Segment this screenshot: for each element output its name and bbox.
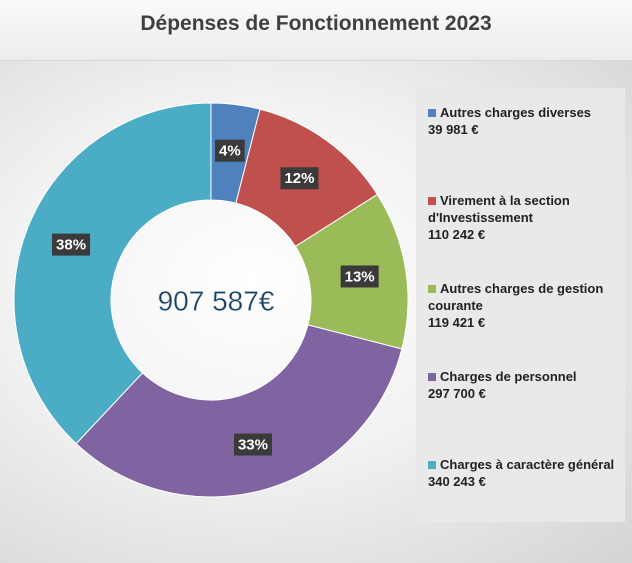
legend-entry: Autres charges diverses 39 981 €	[428, 104, 618, 138]
data-label-box	[215, 139, 245, 162]
legend-entry: Autres charges de gestion courante 119 42…	[428, 280, 618, 331]
legend-name: Autres charges de gestion courante	[428, 281, 604, 313]
legend-swatch	[428, 285, 436, 293]
legend-name: Charges à caractère général	[440, 457, 615, 472]
legend-amount: 110 242 €	[428, 227, 486, 242]
data-label-text: 38%	[56, 237, 86, 254]
data-label-text: 33%	[238, 436, 268, 453]
legend-amount: 119 421 €	[428, 315, 486, 330]
data-label-box	[280, 167, 319, 190]
data-label: 13%	[340, 265, 379, 288]
legend-name: Autres charges diverses	[440, 105, 592, 120]
legend-entry: Virement à la section d'Investissement 11…	[428, 192, 618, 243]
data-label-text: 13%	[345, 268, 375, 285]
slice	[75, 324, 403, 498]
data-label: 33%	[233, 433, 273, 456]
data-label-box	[52, 233, 91, 256]
legend-amount: 297 700 €	[428, 386, 486, 401]
center-label: 907 587€	[158, 285, 275, 316]
legend-swatch	[428, 109, 436, 117]
legend-swatch	[428, 373, 436, 381]
title-band	[0, 0, 632, 61]
legend-amount: 39 981 €	[428, 122, 479, 137]
data-label-text: 12%	[284, 170, 314, 187]
legend: Autres charges diverses 39 981 € Virement …	[416, 88, 625, 522]
legend-name: Charges de personnel	[440, 369, 577, 384]
data-label: 4%	[215, 139, 245, 162]
data-label-box	[233, 433, 273, 456]
legend-entry: Charges à caractère général 340 243 €	[428, 456, 618, 490]
data-label: 12%	[280, 167, 319, 190]
legend-entry: Charges de personnel 297 700 €	[428, 368, 618, 402]
legend-swatch	[428, 461, 436, 469]
slice	[13, 102, 212, 445]
chart-title: Dépenses de Fonctionnement 2023	[140, 12, 492, 35]
data-label: 38%	[52, 233, 91, 256]
legend-name: Virement à la section d'Investissement	[428, 193, 570, 225]
data-label-text: 4%	[219, 143, 241, 160]
legend-swatch	[428, 197, 436, 205]
legend-amount: 340 243 €	[428, 474, 486, 489]
data-label-box	[340, 265, 379, 288]
